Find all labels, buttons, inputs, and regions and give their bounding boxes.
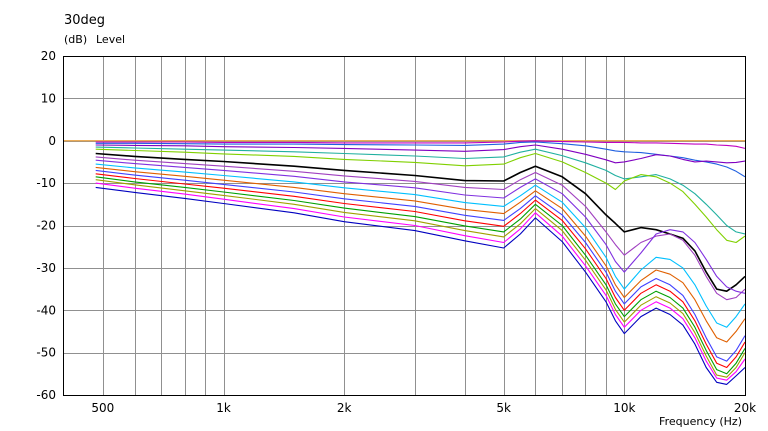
x-axis-ticks: 500 1k 2k 5k 10k 20k bbox=[91, 401, 756, 415]
series-line-3 bbox=[95, 144, 745, 164]
series-line-1 bbox=[95, 140, 745, 149]
plot-frame bbox=[63, 56, 746, 396]
y-axis-ticks: 20 10 0 -10 -20 -30 -40 -50 -60 bbox=[36, 49, 56, 402]
series-line-9 bbox=[95, 163, 745, 328]
y-tick-label: -10 bbox=[36, 176, 56, 190]
x-axis-label: Frequency (Hz) bbox=[659, 415, 742, 428]
series-line-16 bbox=[95, 186, 745, 385]
series-line-4 bbox=[95, 146, 745, 235]
series-line-15 bbox=[95, 182, 745, 381]
y-tick-label: 10 bbox=[41, 91, 56, 105]
x-tick-label: 500 bbox=[91, 401, 114, 415]
grid bbox=[64, 56, 746, 396]
y-tick-label: -30 bbox=[36, 261, 56, 275]
x-tick-label: 10k bbox=[613, 401, 635, 415]
series-line-6 bbox=[95, 152, 745, 293]
y-tick-label: -20 bbox=[36, 219, 56, 233]
y-tick-label: -40 bbox=[36, 303, 56, 317]
y-tick-label: 0 bbox=[48, 134, 56, 148]
y-tick-label: -50 bbox=[36, 346, 56, 360]
x-tick-label: 5k bbox=[496, 401, 511, 415]
series-line-5 bbox=[95, 148, 745, 244]
series-line-14 bbox=[95, 179, 745, 378]
y-axis-unit: (dB) bbox=[64, 33, 87, 46]
series-line-12 bbox=[95, 173, 745, 369]
y-axis-label: Level bbox=[96, 33, 125, 46]
y-tick-label: -60 bbox=[36, 388, 56, 402]
chart-title: 30deg bbox=[64, 13, 105, 28]
y-tick-label: 20 bbox=[41, 49, 56, 63]
series-line-8 bbox=[95, 159, 745, 294]
series-line-7 bbox=[95, 156, 745, 301]
x-tick-label: 2k bbox=[337, 401, 352, 415]
x-tick-label: 20k bbox=[734, 401, 756, 415]
series-line-10 bbox=[95, 166, 745, 343]
plot-area bbox=[64, 140, 745, 385]
x-tick-label: 1k bbox=[216, 401, 231, 415]
series-line-13 bbox=[95, 176, 745, 375]
series-line-11 bbox=[95, 169, 745, 362]
